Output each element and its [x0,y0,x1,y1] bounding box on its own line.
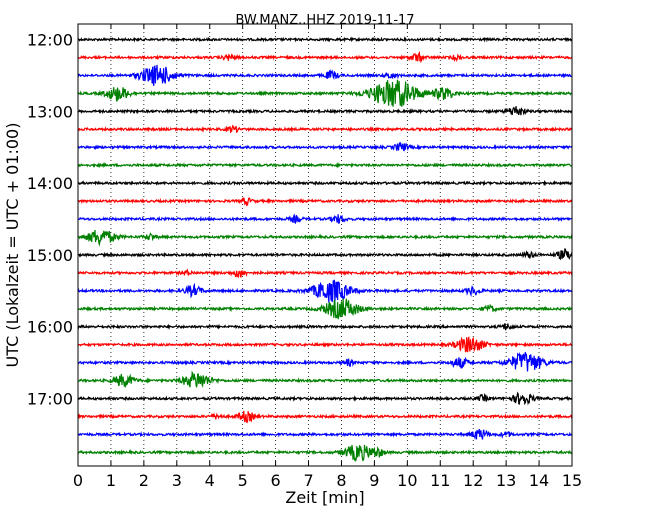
x-tick-label: 2 [139,471,149,490]
chart-title: BW.MANZ..HHZ 2019-11-17 [235,13,414,28]
y-tick-label: 14:00 [27,174,73,193]
trace-line [77,50,573,64]
x-tick-label: 7 [303,471,313,490]
trace-line [77,230,573,247]
x-tick-label: 14 [529,471,549,490]
x-tick-label: 6 [271,471,281,490]
x-tick-label: 10 [397,471,417,490]
trace-line [77,279,573,303]
trace-line [77,444,573,463]
x-axis-label: Zeit [min] [285,488,364,507]
trace-line [77,64,573,86]
trace-line [77,213,573,225]
x-tick-label: 3 [172,471,182,490]
x-tick-label: 13 [496,471,516,490]
trace-line [77,179,573,187]
x-tick-label: 9 [369,471,379,490]
trace-line [77,248,573,261]
x-tick-label: 15 [562,471,582,490]
trace-line [77,336,573,353]
y-tick-label: 12:00 [27,31,73,50]
y-tick-label: 13:00 [27,102,73,121]
y-tick-label: 17:00 [27,390,73,409]
trace-line [77,323,573,331]
plot-frame [77,23,573,467]
trace-line [77,197,573,207]
trace-line [77,124,573,134]
x-tick-label: 0 [73,471,83,490]
trace-line [77,428,573,440]
trace-line [77,370,573,389]
trace-line [77,141,573,152]
trace-line [77,79,573,107]
x-tick-label: 8 [336,471,346,490]
trace-group [77,36,573,463]
grid-lines [110,24,540,466]
trace-line [77,391,573,406]
x-tick-label: 11 [430,471,450,490]
trace-line [77,36,573,43]
y-axis-label: UTC (Lokalzeit = UTC + 01:00) [3,123,22,368]
trace-line [77,161,573,169]
axis-ticks: 0 1 2 3 4 5 6 7 8 9 10 11 12 13 14 1512:0013:0014:0015:… [27,24,582,490]
y-tick-label: 16:00 [27,318,73,337]
y-tick-label: 15:00 [27,246,73,265]
x-tick-label: 5 [238,471,248,490]
x-tick-label: 4 [205,471,215,490]
trace-line [77,298,573,320]
trace-line [77,106,573,116]
trace-line [77,351,573,372]
x-tick-label: 1 [106,471,116,490]
trace-line [77,410,573,424]
x-tick-label: 12 [463,471,483,490]
trace-line [77,268,573,279]
